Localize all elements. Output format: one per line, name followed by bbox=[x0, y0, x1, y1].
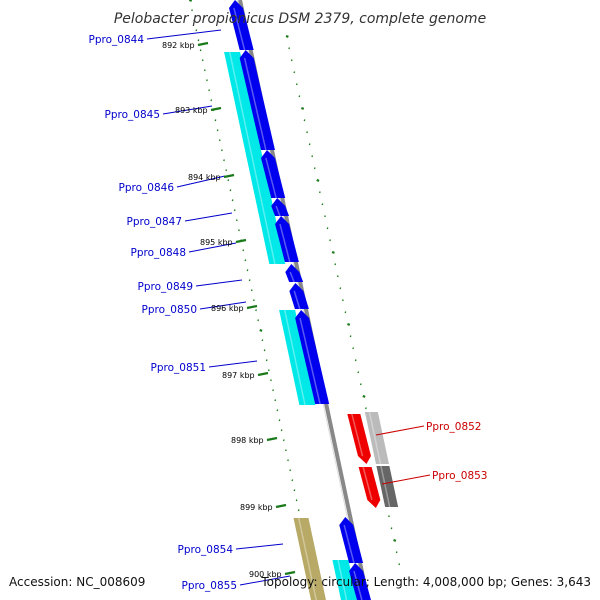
forward-gene-arrow bbox=[285, 264, 304, 282]
reverse-gene-arrow bbox=[358, 467, 381, 508]
cds-block-shade bbox=[337, 559, 348, 600]
reverse-gene-block bbox=[376, 466, 399, 507]
cds-block bbox=[224, 52, 272, 198]
forward-gene-arrow bbox=[295, 310, 330, 404]
forward-gene-arrow bbox=[260, 150, 286, 198]
kbp-tick-label: 900 kbp bbox=[249, 570, 282, 579]
forward-gene-arrow-shade bbox=[279, 223, 291, 263]
gene-leader-line bbox=[381, 474, 431, 485]
gene-labels: Ppro_0844 Ppro_0845 Ppro_0846 Ppro_0847 Ppro… bbox=[89, 34, 488, 592]
cds-block-shade bbox=[228, 51, 262, 199]
cds-block bbox=[279, 310, 316, 405]
gene-label-ppro-0850[interactable]: Ppro_0850 bbox=[142, 304, 197, 316]
major-tick bbox=[188, 0, 193, 2]
major-tick bbox=[362, 394, 366, 398]
kbp-tick-label: 895 kbp bbox=[200, 238, 233, 247]
cds-block bbox=[332, 560, 357, 600]
kbp-tick-label: 897 kbp bbox=[222, 371, 255, 380]
kbp-major-tick bbox=[235, 238, 247, 244]
kbp-major-tick bbox=[197, 41, 209, 47]
kbp-tick-label: 898 kbp bbox=[231, 436, 264, 445]
cds-block-shade bbox=[260, 197, 276, 265]
forward-gene-arrow-shade bbox=[343, 524, 355, 564]
topology-summary: Topology: circular; Length: 4,008,000 bp… bbox=[260, 575, 591, 589]
gene-leader-line bbox=[199, 301, 247, 310]
gene-leader-line bbox=[375, 425, 425, 436]
forward-gene-arrow-shade bbox=[275, 205, 281, 217]
gene-label-ppro-0853[interactable]: Ppro_0853 bbox=[432, 470, 487, 482]
kbp-major-tick bbox=[246, 304, 258, 310]
kbp-tick-label: 893 kbp bbox=[175, 106, 208, 115]
kbp-tick-label: 894 kbp bbox=[188, 173, 221, 182]
rna-block-shade bbox=[298, 517, 317, 600]
forward-gene-arrow-shade bbox=[233, 7, 246, 51]
kbp-tick-label: 892 kbp bbox=[162, 41, 195, 50]
forward-gene-arrow-shade bbox=[243, 57, 267, 151]
forward-gene-arrow bbox=[271, 198, 290, 216]
gene-leader-line bbox=[184, 212, 233, 222]
reverse-gene-block bbox=[364, 412, 389, 464]
gene-leader-line bbox=[188, 242, 237, 253]
gene-features bbox=[224, 0, 399, 600]
major-tick bbox=[300, 106, 305, 110]
map-title: Pelobacter propionicus DSM 2379, complet… bbox=[114, 11, 486, 27]
kbp-tick-label: 899 kbp bbox=[240, 503, 273, 512]
gene-leader-line bbox=[176, 175, 226, 188]
major-tick bbox=[331, 250, 335, 254]
gene-label-ppro-0846[interactable]: Ppro_0846 bbox=[119, 182, 175, 194]
kbp-major-tick bbox=[284, 570, 296, 576]
forward-gene-arrow bbox=[289, 283, 309, 309]
kbp-major-tick bbox=[266, 436, 278, 442]
label-leader-lines bbox=[146, 29, 431, 586]
accession-text: Accession: NC_008609 bbox=[9, 575, 145, 589]
gene-label-ppro-0852[interactable]: Ppro_0852 bbox=[426, 421, 481, 433]
gene-label-ppro-0845[interactable]: Ppro_0845 bbox=[105, 109, 160, 121]
gene-label-ppro-0851[interactable]: Ppro_0851 bbox=[151, 362, 206, 374]
gene-label-ppro-0854[interactable]: Ppro_0854 bbox=[178, 544, 234, 556]
forward-gene-arrow bbox=[239, 50, 275, 150]
major-tick bbox=[393, 538, 397, 542]
kbp-scale-labels: 892 kbp 893 kbp 894 kbp 895 kbp 896 kbp 897 k… bbox=[162, 41, 296, 579]
kbp-major-tick bbox=[275, 503, 287, 509]
kbp-major-tick bbox=[257, 371, 269, 377]
gene-leader-line bbox=[235, 543, 284, 550]
gene-leader-line bbox=[239, 575, 291, 586]
gene-leader-line bbox=[208, 360, 258, 368]
kbp-tick-label: 896 kbp bbox=[211, 304, 244, 313]
forward-gene-arrow-shade bbox=[353, 570, 363, 600]
kbp-major-tick bbox=[223, 173, 235, 179]
reverse-gene-arrow bbox=[347, 414, 371, 464]
gene-label-ppro-0847[interactable]: Ppro_0847 bbox=[127, 216, 182, 228]
gene-label-ppro-0848[interactable]: Ppro_0848 bbox=[131, 247, 186, 259]
major-tick bbox=[316, 178, 320, 182]
forward-gene-arrow bbox=[339, 517, 364, 563]
gene-leader-line bbox=[162, 105, 213, 115]
forward-gene-arrow-shade bbox=[293, 290, 301, 310]
reverse-gene-arrow-shade bbox=[362, 466, 373, 501]
forward-gene-arrow bbox=[229, 0, 254, 50]
major-tick bbox=[347, 322, 351, 326]
major-tick bbox=[259, 328, 263, 332]
gene-label-ppro-0849[interactable]: Ppro_0849 bbox=[138, 281, 193, 293]
rna-block bbox=[293, 518, 326, 600]
forward-gene-arrow-shade bbox=[289, 271, 295, 283]
forward-gene-arrow bbox=[349, 563, 371, 600]
cds-block bbox=[255, 198, 286, 264]
reverse-gene-block-shade bbox=[380, 465, 391, 508]
forward-gene-arrow bbox=[275, 216, 299, 262]
forward-gene-arrow-shade bbox=[299, 317, 321, 405]
reverse-gene-block-shade bbox=[368, 411, 382, 465]
reverse-gene-arrow-shade bbox=[351, 413, 364, 457]
forward-gene-arrow-shade bbox=[265, 157, 277, 199]
kbp-major-tick bbox=[210, 106, 222, 112]
gene-label-ppro-0844[interactable]: Ppro_0844 bbox=[89, 34, 145, 46]
major-tick bbox=[285, 34, 289, 38]
gene-leader-line bbox=[146, 29, 222, 40]
cds-block-shade bbox=[283, 309, 306, 406]
gene-leader-line bbox=[195, 279, 243, 287]
gene-label-ppro-0855[interactable]: Ppro_0855 bbox=[182, 580, 237, 592]
